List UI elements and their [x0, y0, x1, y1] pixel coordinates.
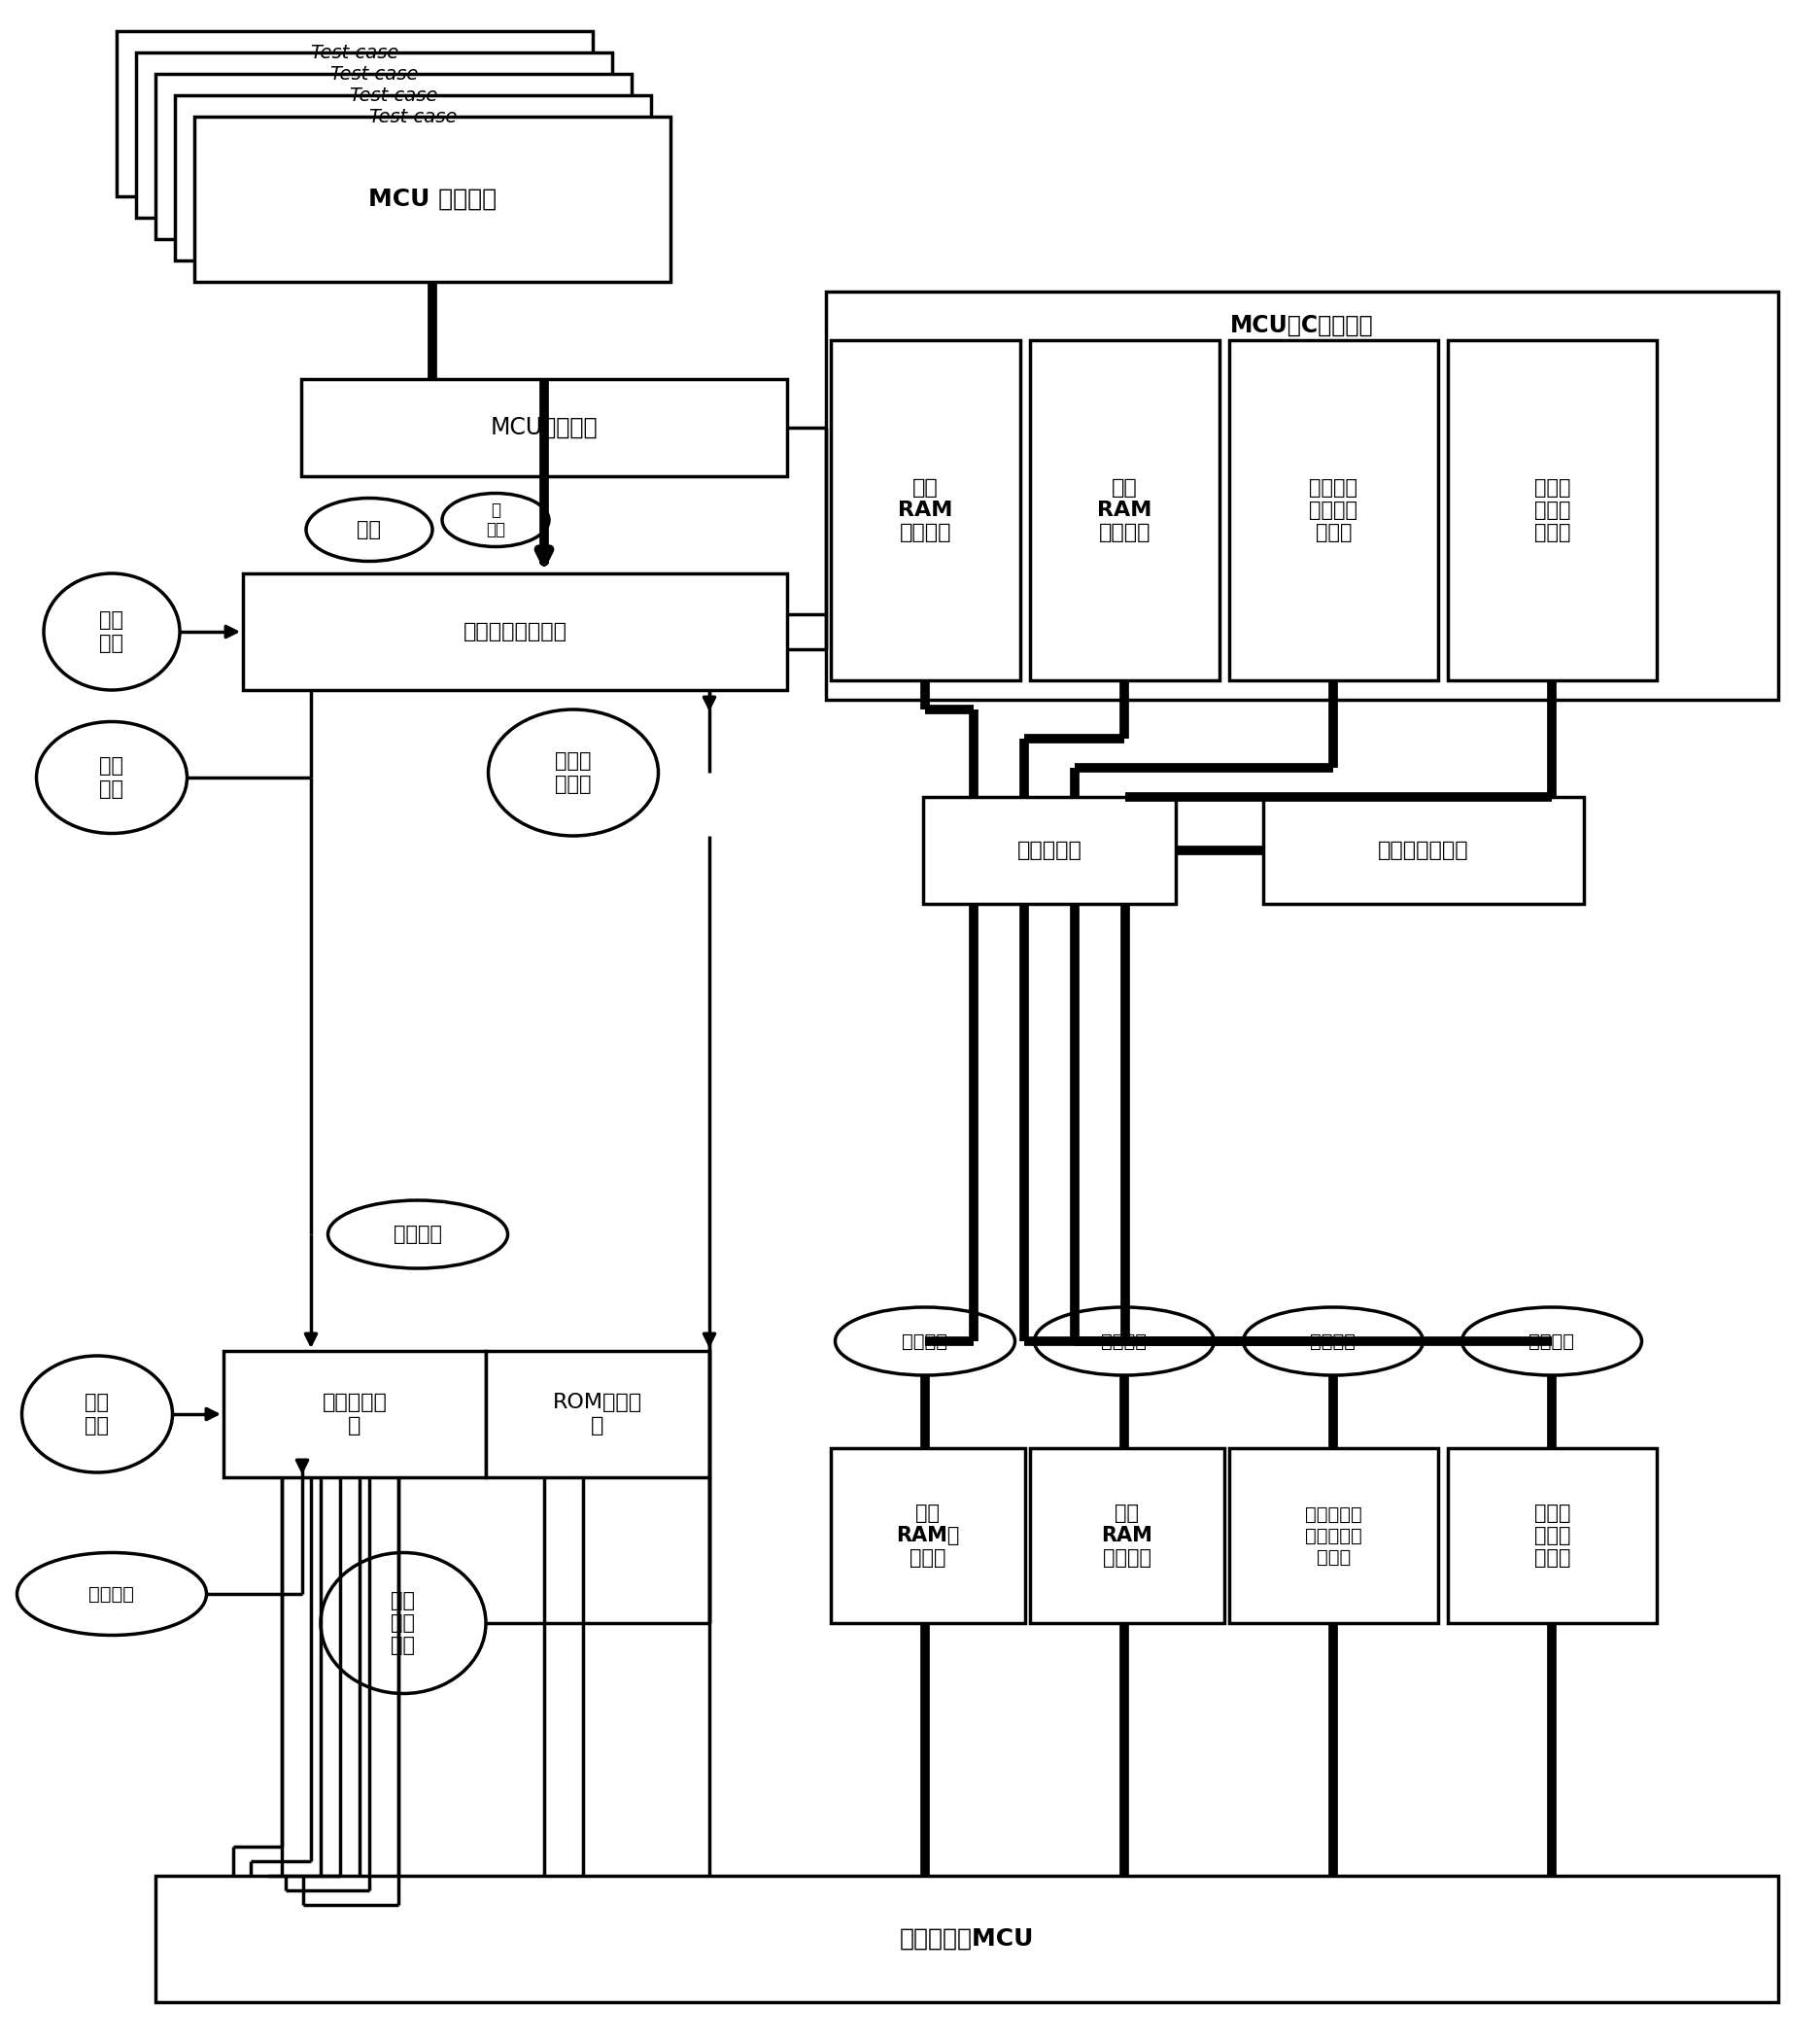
- Bar: [175, 96, 652, 261]
- Bar: [224, 1351, 486, 1478]
- Text: 文件读写: 文件读写: [393, 1225, 442, 1245]
- Ellipse shape: [442, 494, 550, 547]
- Text: 寄存器值: 寄存器值: [903, 1333, 948, 1351]
- Ellipse shape: [1243, 1306, 1423, 1376]
- Text: Test case: Test case: [369, 108, 457, 127]
- Ellipse shape: [835, 1306, 1016, 1376]
- Bar: [155, 73, 632, 239]
- Bar: [1229, 1449, 1438, 1623]
- Text: 端口信号: 端口信号: [89, 1584, 135, 1602]
- Text: 外部
程序: 外部 程序: [100, 610, 124, 653]
- Ellipse shape: [306, 498, 433, 561]
- Text: 寄存器值: 寄存器值: [1101, 1333, 1147, 1351]
- Text: 功能覆盖率模块: 功能覆盖率模块: [1378, 841, 1469, 859]
- Text: 内部
RAM
存储单元: 内部 RAM 存储单元: [1097, 478, 1152, 543]
- Text: MCU的C参照模型: MCU的C参照模型: [1230, 314, 1374, 337]
- Text: 内部特
殊寄存
器模型: 内部特 殊寄存 器模型: [1534, 1504, 1571, 1567]
- Bar: [830, 341, 1021, 680]
- Bar: [826, 292, 1778, 700]
- Bar: [923, 796, 1176, 904]
- Text: 外部
程序: 外部 程序: [86, 1394, 109, 1435]
- Ellipse shape: [488, 710, 659, 837]
- Ellipse shape: [44, 574, 180, 690]
- Text: 测
量线: 测 量线: [486, 502, 506, 539]
- Text: 内部特
殊寄存
器单元: 内部特 殊寄存 器单元: [1534, 478, 1571, 543]
- Bar: [1449, 1449, 1656, 1623]
- Text: 端口驱动模
块: 端口驱动模 块: [322, 1394, 388, 1435]
- Text: MCU指令生成: MCU指令生成: [490, 416, 599, 439]
- Bar: [486, 1351, 710, 1478]
- Text: Test case: Test case: [329, 65, 419, 84]
- Bar: [302, 380, 786, 476]
- Bar: [830, 1449, 1025, 1623]
- Text: 寄存器值: 寄存器值: [1310, 1333, 1356, 1351]
- Text: 十六进
制代码: 十六进 制代码: [555, 751, 592, 794]
- Bar: [1030, 1449, 1225, 1623]
- Bar: [116, 31, 593, 196]
- Text: 汇编: 汇编: [357, 520, 382, 539]
- Ellipse shape: [320, 1553, 486, 1694]
- Text: 寄存器值: 寄存器值: [1529, 1333, 1574, 1351]
- Bar: [1263, 796, 1583, 904]
- Text: Test case: Test case: [349, 86, 437, 104]
- Ellipse shape: [1461, 1306, 1642, 1376]
- Bar: [1030, 341, 1219, 680]
- Text: 执行模块，汇编器: 执行模块，汇编器: [462, 623, 568, 641]
- Ellipse shape: [22, 1355, 173, 1472]
- Bar: [242, 574, 786, 690]
- Text: 内部
RAM
行为模型: 内部 RAM 行为模型: [1101, 1504, 1152, 1567]
- Ellipse shape: [328, 1200, 508, 1267]
- Text: 待验证模块MCU: 待验证模块MCU: [899, 1927, 1034, 1951]
- Ellipse shape: [16, 1553, 206, 1635]
- Text: 外部
RAM
存储单元: 外部 RAM 存储单元: [897, 478, 954, 543]
- Ellipse shape: [36, 723, 187, 833]
- Text: MCU 测试用例: MCU 测试用例: [368, 188, 497, 210]
- Ellipse shape: [1034, 1306, 1214, 1376]
- Text: 十六
进制
代码: 十六 进制 代码: [391, 1590, 415, 1655]
- Text: 外部特殊功
能寄存器行
为模型: 外部特殊功 能寄存器行 为模型: [1305, 1504, 1361, 1565]
- Bar: [136, 53, 612, 218]
- Text: Test case: Test case: [311, 43, 399, 61]
- Bar: [1449, 341, 1656, 680]
- Bar: [195, 116, 670, 282]
- Text: 端口
数据: 端口 数据: [100, 757, 124, 798]
- Bar: [155, 1876, 1778, 2002]
- Text: ROM行为模
型: ROM行为模 型: [553, 1394, 642, 1435]
- Text: 自检记分板: 自检记分板: [1017, 841, 1081, 859]
- Text: 外部
RAM行
为模型: 外部 RAM行 为模型: [895, 1504, 959, 1567]
- Bar: [1229, 341, 1438, 680]
- Text: 外部特殊
功能寄存
器单元: 外部特殊 功能寄存 器单元: [1309, 478, 1358, 543]
